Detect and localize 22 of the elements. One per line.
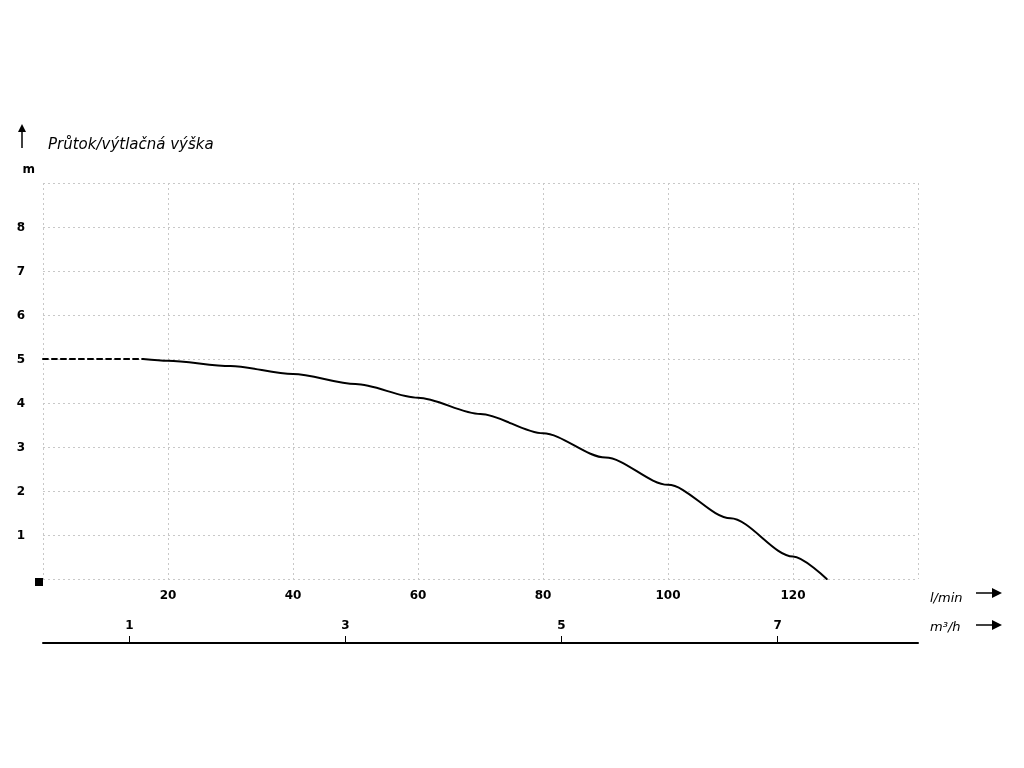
x-tick-label: 20 [159, 588, 177, 602]
y-tick-label: 4 [16, 396, 25, 410]
x2-tick-label: 3 [341, 618, 350, 632]
y-tick-label: 2 [16, 484, 25, 498]
x-tick-label: 60 [409, 588, 427, 602]
y-tick-label: 1 [16, 528, 25, 542]
x2-tick-label: 5 [557, 618, 566, 632]
y-tick-label: 6 [16, 308, 25, 322]
y-tick-label: 7 [16, 264, 25, 278]
x2-axis-title: m³/h [930, 619, 961, 634]
chart-title: Průtok/výtlačná výška [48, 134, 214, 153]
y-axis-title: m [22, 162, 35, 176]
x2-tick-label: 7 [773, 618, 782, 632]
x-tick-label: 40 [284, 588, 302, 602]
y-tick-label: 5 [16, 352, 25, 366]
y-tick-label: 8 [16, 220, 25, 234]
y-tick-label: 3 [16, 440, 25, 454]
x-tick-label: 80 [534, 588, 552, 602]
x-tick-label: 100 [655, 588, 681, 602]
x-tick-label: 120 [780, 588, 806, 602]
x2-tick-label: 1 [125, 618, 134, 632]
x-axis-title: l/min [930, 590, 963, 605]
